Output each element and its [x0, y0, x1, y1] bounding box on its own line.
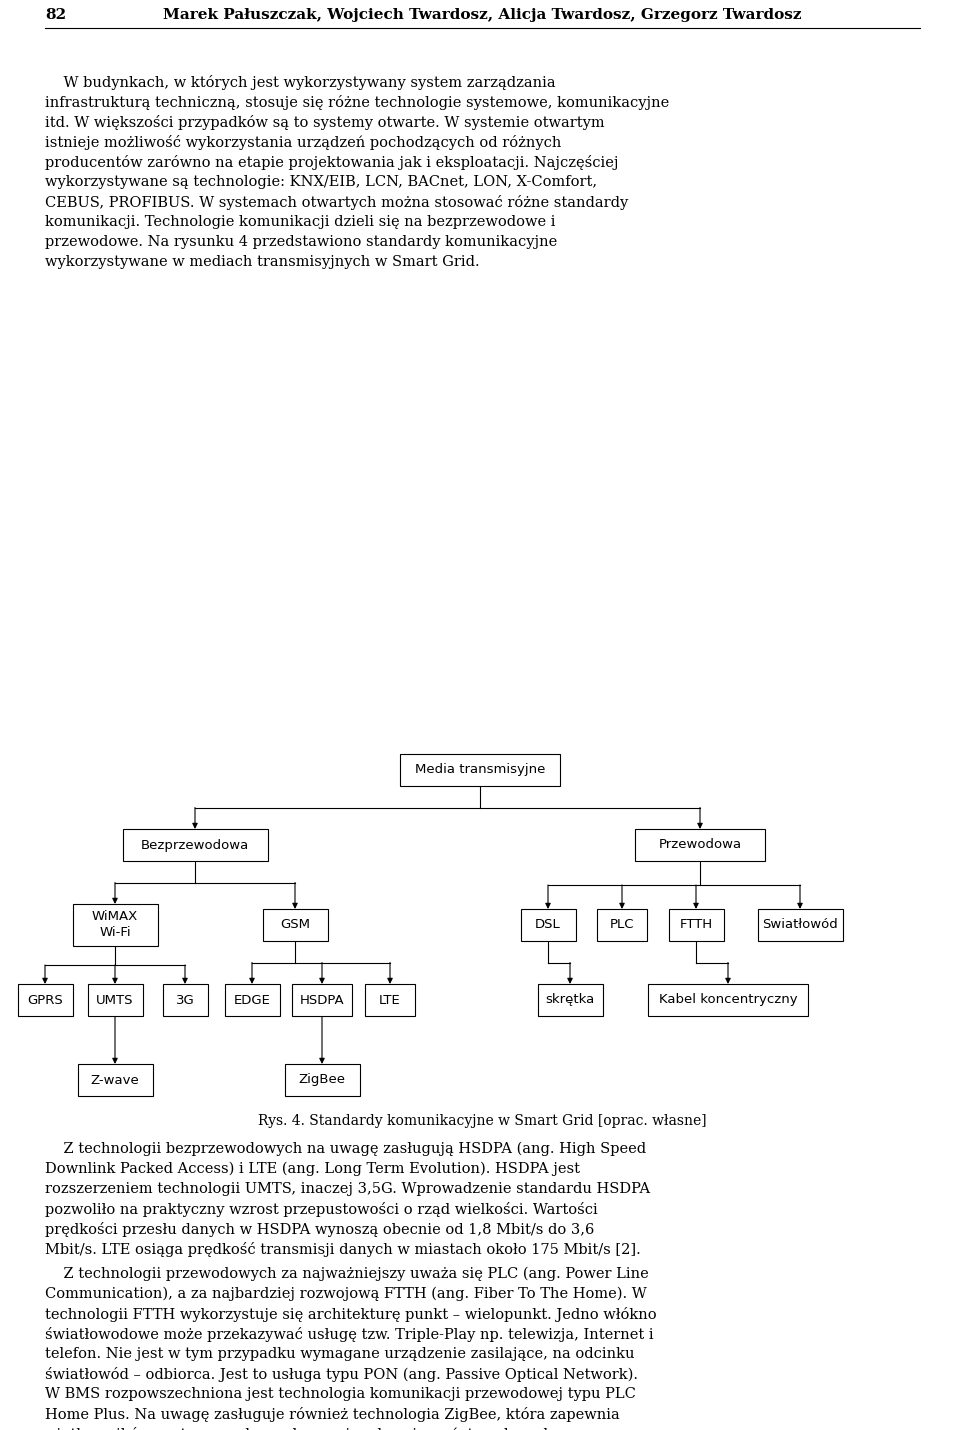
Text: EDGE: EDGE [233, 994, 271, 1007]
Text: Z-wave: Z-wave [90, 1074, 139, 1087]
Text: użytkownikóm systemu maksymalny poziom bezpieczeństwa danych.: użytkownikóm systemu maksymalny poziom b… [45, 1427, 558, 1430]
Text: LTE: LTE [379, 994, 401, 1007]
Bar [284, 1064, 359, 1095]
Bar [668, 909, 724, 941]
Bar [162, 984, 207, 1015]
Text: technologii FTTH wykorzystuje się architekturę punkt – wielopunkt. Jedno włókno: technologii FTTH wykorzystuje się archit… [45, 1307, 657, 1321]
Bar [73, 904, 157, 947]
Text: CEBUS, PROFIBUS. W systemach otwartych można stosować różne standardy: CEBUS, PROFIBUS. W systemach otwartych m… [45, 194, 628, 210]
Bar [78, 1064, 153, 1095]
Bar [400, 754, 560, 786]
Bar [635, 829, 765, 861]
Text: Downlink Packed Access) i LTE (ang. Long Term Evolution). HSDPA jest: Downlink Packed Access) i LTE (ang. Long… [45, 1163, 580, 1177]
Text: itd. W większości przypadków są to systemy otwarte. W systemie otwartym: itd. W większości przypadków są to syste… [45, 114, 605, 130]
Text: DSL: DSL [535, 918, 561, 931]
Text: Swiatłowód: Swiatłowód [762, 918, 838, 931]
Text: GSM: GSM [280, 918, 310, 931]
Text: HSDPA: HSDPA [300, 994, 345, 1007]
Text: Home Plus. Na uwagę zasługuje również technologia ZigBee, która zapewnia: Home Plus. Na uwagę zasługuje również te… [45, 1407, 620, 1421]
Bar [262, 909, 327, 941]
Text: Kabel koncentryczny: Kabel koncentryczny [659, 994, 798, 1007]
Bar [520, 909, 575, 941]
Text: rozszerzeniem technologii UMTS, inaczej 3,5G. Wprowadzenie standardu HSDPA: rozszerzeniem technologii UMTS, inaczej … [45, 1183, 650, 1195]
Text: skrętka: skrętka [545, 994, 594, 1007]
Bar [597, 909, 647, 941]
Text: pozwoliło na praktyczny wzrost przepustowości o rząd wielkości. Wartości: pozwoliło na praktyczny wzrost przepusto… [45, 1203, 598, 1217]
Text: Przewodowa: Przewodowa [659, 838, 741, 851]
Text: przewodowe. Na rysunku 4 przedstawiono standardy komunikacyjne: przewodowe. Na rysunku 4 przedstawiono s… [45, 235, 557, 249]
Text: Communication), a za najbardziej rozwojową FTTH (ang. Fiber To The Home). W: Communication), a za najbardziej rozwojo… [45, 1287, 647, 1301]
Text: wykorzystywane są technologie: KNX/EIB, LCN, BACnet, LON, X-Comfort,: wykorzystywane są technologie: KNX/EIB, … [45, 174, 597, 189]
Text: Media transmisyjne: Media transmisyjne [415, 764, 545, 776]
Text: Bezprzewodowa: Bezprzewodowa [141, 838, 250, 851]
Text: PLC: PLC [610, 918, 635, 931]
Text: 82: 82 [45, 9, 66, 21]
Text: Z technologii przewodowych za najważniejszy uważa się PLC (ang. Power Line: Z technologii przewodowych za najważniej… [45, 1267, 649, 1281]
Text: producentów zarówno na etapie projektowania jak i eksploatacji. Najczęściej: producentów zarówno na etapie projektowa… [45, 154, 618, 170]
Text: UMTS: UMTS [96, 994, 133, 1007]
Text: światłowód – odbiorca. Jest to usługa typu PON (ang. Passive Optical Network).: światłowód – odbiorca. Jest to usługa ty… [45, 1367, 638, 1381]
Text: FTTH: FTTH [680, 918, 712, 931]
Text: W budynkach, w których jest wykorzystywany system zarządzania: W budynkach, w których jest wykorzystywa… [45, 74, 556, 90]
Text: wykorzystywane w mediach transmisyjnych w Smart Grid.: wykorzystywane w mediach transmisyjnych … [45, 255, 480, 269]
Bar [17, 984, 73, 1015]
Text: telefon. Nie jest w tym przypadku wymagane urządzenie zasilające, na odcinku: telefon. Nie jest w tym przypadku wymaga… [45, 1347, 635, 1361]
Text: GPRS: GPRS [27, 994, 62, 1007]
Text: infrastrukturą techniczną, stosuje się różne technologie systemowe, komunikacyjn: infrastrukturą techniczną, stosuje się r… [45, 94, 669, 110]
Text: istnieje możliwość wykorzystania urządzeń pochodzących od różnych: istnieje możliwość wykorzystania urządze… [45, 134, 562, 150]
Bar [538, 984, 603, 1015]
Text: WiMAX
Wi-Fi: WiMAX Wi-Fi [92, 911, 138, 940]
Text: prędkości przesłu danych w HSDPA wynoszą obecnie od 1,8 Mbit/s do 3,6: prędkości przesłu danych w HSDPA wynoszą… [45, 1223, 594, 1237]
Text: W BMS rozpowszechniona jest technologia komunikacji przewodowej typu PLC: W BMS rozpowszechniona jest technologia … [45, 1387, 636, 1401]
Text: Z technologii bezprzewodowych na uwagę zasługują HSDPA (ang. High Speed: Z technologii bezprzewodowych na uwagę z… [45, 1143, 646, 1157]
Text: ZigBee: ZigBee [299, 1074, 346, 1087]
Text: światłowodowe może przekazywać usługę tzw. Triple-Play np. telewizja, Internet i: światłowodowe może przekazywać usługę tz… [45, 1327, 654, 1341]
Text: 3G: 3G [176, 994, 194, 1007]
Bar [292, 984, 352, 1015]
Bar [757, 909, 843, 941]
Bar [123, 829, 268, 861]
Text: Marek Pałuszczak, Wojciech Twardosz, Alicja Twardosz, Grzegorz Twardosz: Marek Pałuszczak, Wojciech Twardosz, Ali… [163, 9, 802, 21]
Bar [365, 984, 415, 1015]
Bar [225, 984, 279, 1015]
Bar [87, 984, 142, 1015]
Text: Mbit/s. LTE osiąga prędkość transmisji danych w miastach około 175 Mbit/s [2].: Mbit/s. LTE osiąga prędkość transmisji d… [45, 1243, 640, 1257]
Bar [648, 984, 808, 1015]
Text: Rys. 4. Standardy komunikacyjne w Smart Grid [oprac. własne]: Rys. 4. Standardy komunikacyjne w Smart … [258, 1114, 707, 1128]
Text: komunikacji. Technologie komunikacji dzieli się na bezprzewodowe i: komunikacji. Technologie komunikacji dzi… [45, 214, 556, 229]
